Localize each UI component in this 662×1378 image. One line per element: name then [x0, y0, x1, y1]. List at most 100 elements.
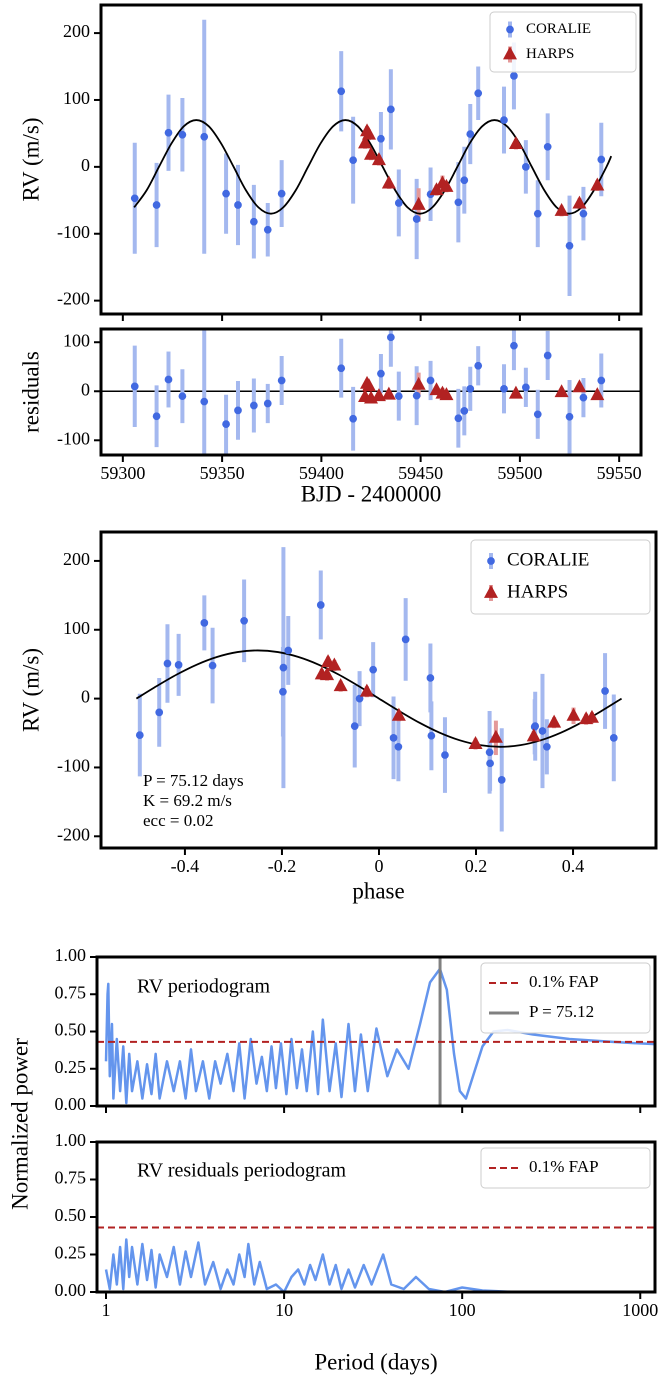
coralie-marker — [377, 134, 385, 143]
y-tick-label: 0.50 — [55, 1205, 87, 1225]
annotation: K = 69.2 m/s — [143, 791, 232, 810]
harps-marker — [554, 202, 569, 216]
coralie-marker — [250, 217, 258, 226]
harps-marker — [320, 667, 335, 681]
plot-area — [97, 957, 655, 1106]
harps-marker — [468, 735, 483, 749]
coralie-marker — [565, 241, 574, 250]
coralie-marker — [200, 619, 209, 627]
coralie-marker — [164, 128, 173, 137]
coralie-marker — [130, 382, 139, 391]
x-tick-label: -0.4 — [171, 856, 200, 876]
harps-marker — [411, 376, 426, 390]
coralie-marker — [597, 376, 606, 385]
y-tick-label: 0.75 — [55, 1168, 87, 1188]
y-axis-label: Normalized power — [7, 1038, 32, 1210]
coralie-marker — [208, 661, 217, 670]
coralie-marker — [412, 391, 421, 400]
coralie-marker — [609, 733, 618, 742]
x-tick-label: 59300 — [100, 463, 145, 483]
coralie-marker — [250, 401, 258, 410]
coralie-marker — [316, 601, 325, 609]
x-axis-label: phase — [352, 878, 404, 903]
coralie-marker — [350, 722, 359, 730]
coralie-marker — [240, 616, 248, 625]
coralie-marker — [174, 661, 183, 669]
panel-title: RV periodogram — [137, 976, 270, 998]
coralie-marker — [130, 194, 139, 203]
coralie-marker — [579, 209, 588, 218]
coralie-marker — [163, 659, 172, 668]
coralie-marker — [486, 759, 494, 768]
coralie-marker — [466, 130, 475, 138]
y-tick-label: 0.00 — [55, 1280, 87, 1300]
harps-marker — [547, 714, 562, 728]
coralie-marker — [427, 731, 436, 740]
coralie-marker — [466, 384, 475, 393]
coralie-marker — [377, 369, 385, 378]
plot-area — [135, 547, 623, 832]
y-axis-label: RV (m/s) — [18, 118, 43, 202]
coralie-marker — [369, 665, 378, 674]
coralie-marker — [543, 351, 552, 360]
legend-marker — [503, 46, 517, 60]
y-tick-label: 0.75 — [55, 982, 87, 1002]
y-tick-label: 0.25 — [55, 1243, 87, 1263]
coralie-marker — [601, 687, 609, 695]
harps-marker — [590, 387, 605, 401]
coralie-marker — [263, 225, 272, 234]
x-tick-label: 0.2 — [465, 856, 488, 876]
coralie-marker — [485, 748, 494, 757]
harps-marker — [488, 729, 503, 743]
coralie-marker — [164, 375, 173, 384]
coralie-marker — [454, 414, 463, 423]
annotation: P = 75.12 days — [143, 771, 244, 790]
legend-box — [470, 539, 651, 615]
x-axis-label: BJD - 2400000 — [301, 481, 442, 506]
coralie-marker — [279, 663, 288, 672]
legend-label: 0.1% FAP — [529, 1157, 599, 1176]
harps-marker — [362, 378, 377, 392]
x-tick-label: 59500 — [497, 463, 542, 483]
coralie-marker — [441, 751, 449, 759]
plot-area — [101, 329, 641, 455]
x-tick-label: 1 — [102, 1300, 111, 1320]
coralie-marker — [533, 209, 542, 218]
coralie-marker — [454, 198, 463, 207]
y-axis-label: residuals — [18, 351, 43, 433]
coralie-marker — [597, 155, 606, 164]
plot-area — [97, 1226, 655, 1292]
legend-label: HARPS — [507, 581, 568, 602]
coralie-marker — [394, 392, 403, 401]
harps-marker — [590, 177, 605, 191]
y-tick-label: 100 — [63, 618, 90, 638]
y-tick-label: 1.00 — [55, 1130, 87, 1150]
harps-marker — [391, 707, 406, 721]
y-tick-label: -200 — [57, 824, 90, 844]
coralie-marker — [530, 722, 539, 731]
harps-marker — [572, 379, 587, 393]
x-tick-label: 0.4 — [562, 856, 585, 876]
x-axis-label: Period (days) — [314, 1349, 437, 1374]
coralie-marker — [387, 333, 395, 342]
coralie-marker — [500, 384, 508, 393]
y-tick-label: -100 — [57, 222, 90, 242]
coralie-marker — [460, 407, 469, 415]
periodogram-line — [104, 967, 655, 1105]
x-tick-label: 59350 — [200, 463, 245, 483]
coralie-marker — [155, 708, 164, 717]
x-tick-label: 59550 — [597, 463, 642, 483]
harps-marker — [508, 385, 523, 399]
y-tick-label: 0 — [81, 155, 90, 175]
coralie-marker — [579, 393, 588, 402]
coralie-marker — [500, 116, 508, 124]
coralie-marker — [178, 130, 187, 139]
y-tick-label: -200 — [57, 289, 90, 309]
annotation: ecc = 0.02 — [143, 811, 213, 830]
legend-box — [489, 11, 637, 73]
x-tick-label: 10 — [275, 1300, 293, 1320]
legend-box — [480, 962, 651, 1034]
coralie-marker — [200, 397, 209, 406]
coralie-marker — [542, 742, 551, 751]
